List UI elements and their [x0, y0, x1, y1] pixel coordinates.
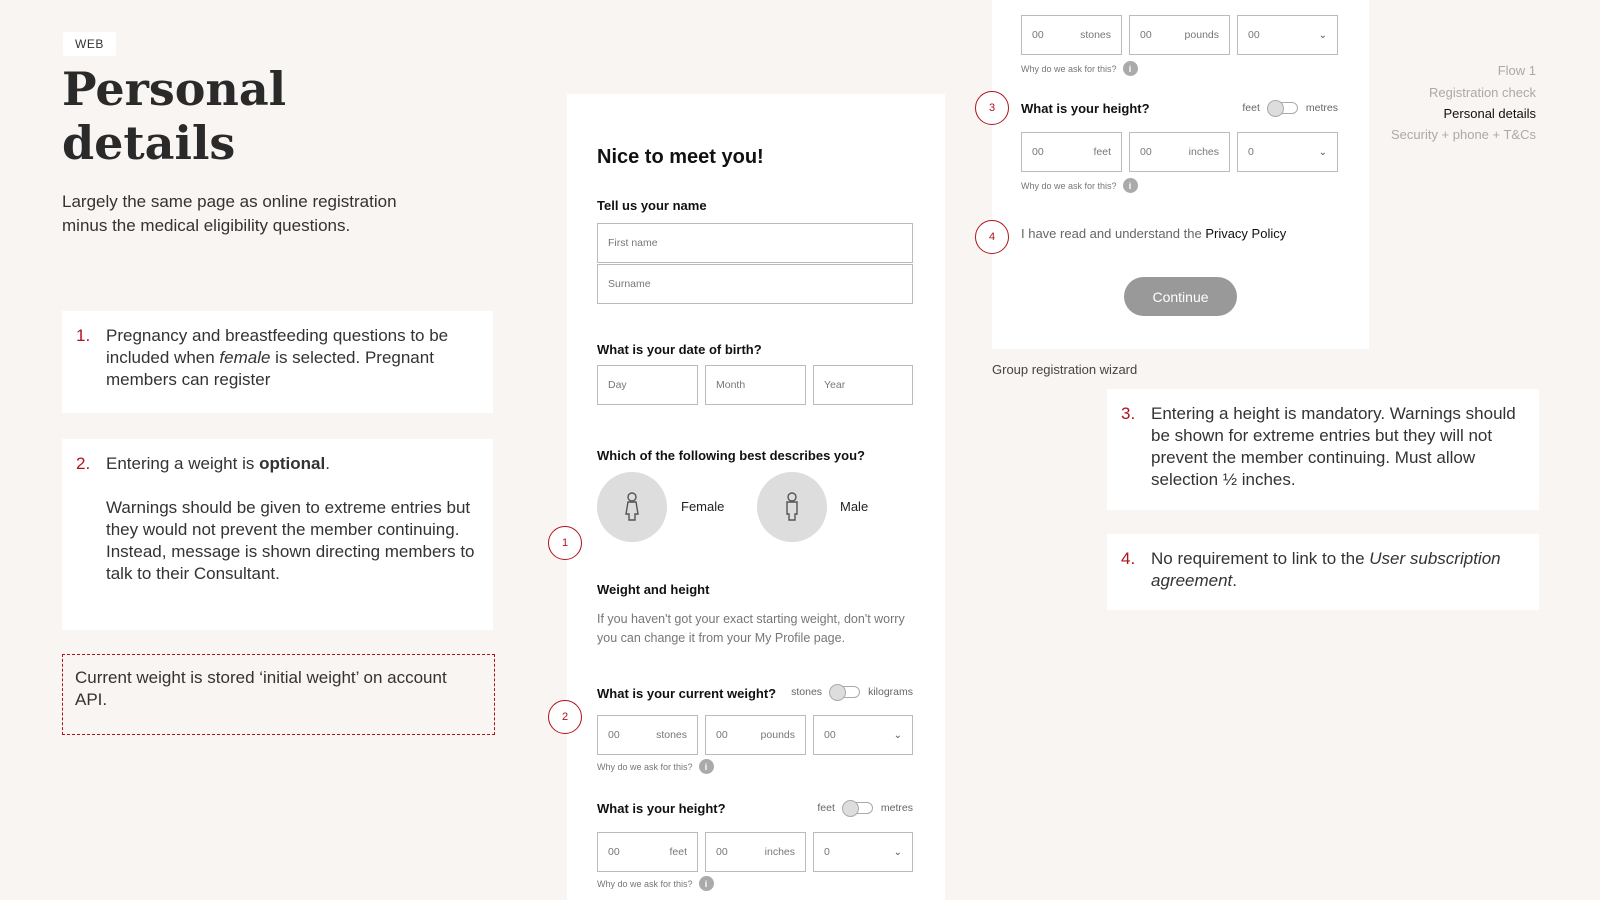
male-figure-icon: [786, 492, 798, 521]
privacy-policy-link[interactable]: Privacy Policy: [1205, 226, 1287, 241]
info-icon: i: [1122, 61, 1138, 76]
height-inches-input[interactable]: 00 inches: [1129, 132, 1230, 172]
name-label: Tell us your name: [597, 198, 707, 213]
chevron-down-icon: ⌄: [893, 729, 902, 741]
female-figure-icon: [625, 492, 639, 521]
gender-label: Which of the following best describes yo…: [597, 448, 865, 463]
page-title: Personal details: [62, 62, 287, 170]
wizard-caption: Group registration wizard: [992, 362, 1138, 377]
note-3: 3. Entering a height is mandatory. Warnin…: [1107, 389, 1539, 510]
continue-button[interactable]: Continue: [1124, 277, 1237, 316]
why-height-link[interactable]: Why do we ask for this? i: [597, 876, 714, 891]
dob-month-input[interactable]: Month: [705, 365, 806, 405]
chevron-down-icon: ⌄: [893, 846, 902, 858]
api-note: Current weight is stored ‘initial weight…: [62, 654, 495, 735]
why-weight-link[interactable]: Why do we ask for this? i: [1021, 61, 1138, 76]
why-weight-link[interactable]: Why do we ask for this? i: [597, 759, 714, 774]
weight-fraction-select[interactable]: 00 ⌄: [813, 715, 913, 755]
male-option[interactable]: [757, 472, 827, 542]
height-label: What is your height?: [597, 801, 726, 816]
marker-3: 3: [975, 91, 1009, 125]
flow-title: Flow 1: [1497, 63, 1536, 78]
marker-2: 2: [548, 700, 582, 734]
weight-unit-toggle[interactable]: stones kilograms: [791, 684, 913, 701]
dob-year-input[interactable]: Year: [813, 365, 913, 405]
height-fraction-select[interactable]: 0 ⌄: [1237, 132, 1338, 172]
note-4: 4. No requirement to link to the User su…: [1107, 534, 1539, 610]
chevron-down-icon: ⌄: [1318, 29, 1327, 41]
marker-1: 1: [548, 526, 582, 560]
weight-fraction-select[interactable]: 00 ⌄: [1237, 15, 1338, 55]
height-fraction-select[interactable]: 0 ⌄: [813, 832, 913, 872]
weight-height-title: Weight and height: [597, 582, 710, 597]
weight-label: What is your current weight?: [597, 686, 777, 701]
female-option[interactable]: [597, 472, 667, 542]
why-height-link[interactable]: Why do we ask for this? i: [1021, 178, 1138, 193]
info-icon: i: [698, 759, 714, 774]
flow-step-registration-check[interactable]: Registration check: [1429, 85, 1536, 100]
weight-stones-input[interactable]: 00 stones: [1021, 15, 1122, 55]
weight-stones-input[interactable]: 00 stones: [597, 715, 698, 755]
first-name-input[interactable]: First name: [597, 223, 913, 263]
female-label[interactable]: Female: [681, 499, 725, 514]
group-registration-form: 00 stones 00 pounds 00 ⌄ Why do we ask for …: [992, 0, 1369, 349]
page-subtitle: Largely the same page as online registra…: [62, 192, 397, 235]
form-heading: Nice to meet you!: [597, 146, 764, 168]
privacy-checkbox-label[interactable]: I have read and understand the Privacy P…: [1021, 226, 1287, 241]
male-label[interactable]: Male: [840, 499, 869, 514]
info-icon: i: [698, 876, 714, 891]
info-icon: i: [1122, 178, 1138, 193]
chevron-down-icon: ⌄: [1318, 146, 1327, 158]
height-feet-input[interactable]: 00 feet: [1021, 132, 1122, 172]
height-unit-toggle[interactable]: feet metres: [1242, 100, 1338, 117]
dob-label: What is your date of birth?: [597, 342, 762, 357]
height-feet-input[interactable]: 00 feet: [597, 832, 698, 872]
personal-details-form: Nice to meet you! Tell us your name Firs…: [567, 94, 945, 900]
surname-input[interactable]: Surname: [597, 264, 913, 304]
height-unit-toggle[interactable]: feet metres: [817, 800, 913, 817]
marker-4: 4: [975, 220, 1009, 254]
weight-height-text: If you haven't got your exact starting w…: [597, 612, 905, 645]
dob-day-input[interactable]: Day: [597, 365, 698, 405]
note-1: 1. Pregnancy and breastfeeding questions…: [62, 311, 493, 413]
flow-step-security[interactable]: Security + phone + T&Cs: [1390, 127, 1536, 142]
platform-badge: WEB: [63, 32, 116, 56]
height-inches-input[interactable]: 00 inches: [705, 832, 806, 872]
weight-pounds-input[interactable]: 00 pounds: [1129, 15, 1230, 55]
note-2: 2. Entering a weight is optional. Warning…: [62, 439, 493, 630]
weight-pounds-input[interactable]: 00 pounds: [705, 715, 806, 755]
height-label: What is your height?: [1021, 101, 1150, 116]
flow-step-personal-details[interactable]: Personal details: [1443, 106, 1537, 121]
